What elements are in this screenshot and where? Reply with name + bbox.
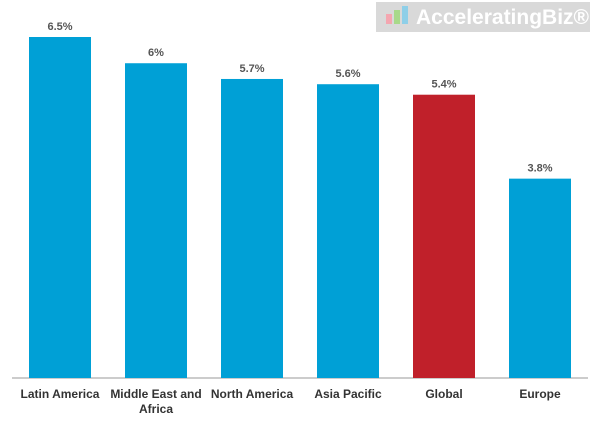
- x-tick-label: Europe: [519, 387, 561, 401]
- logo-box: [376, 2, 590, 32]
- bar: [413, 94, 475, 378]
- value-label: 5.4%: [431, 79, 456, 91]
- value-label: 6.5%: [47, 21, 72, 33]
- value-label: 5.6%: [335, 68, 360, 80]
- x-tick-label: North America: [210, 387, 294, 401]
- bar: [221, 78, 283, 378]
- bar: [509, 178, 571, 378]
- bar: [317, 84, 379, 378]
- x-tick-label: Asia Pacific: [314, 387, 382, 401]
- bar: [29, 37, 91, 378]
- x-tick-label: Global: [425, 387, 463, 401]
- logo-icon: [394, 10, 400, 24]
- x-tick-label: Latin America: [20, 387, 100, 401]
- logo-icon: [386, 14, 392, 24]
- logo: AcceleratingBiz®: [416, 6, 590, 29]
- x-tick-label: Middle East and Africa: [110, 387, 202, 416]
- value-label: 6%: [148, 47, 164, 59]
- value-label: 3.8%: [527, 163, 552, 175]
- bar: [125, 63, 187, 378]
- logo-icon: [402, 6, 408, 24]
- value-label: 5.7%: [239, 63, 264, 75]
